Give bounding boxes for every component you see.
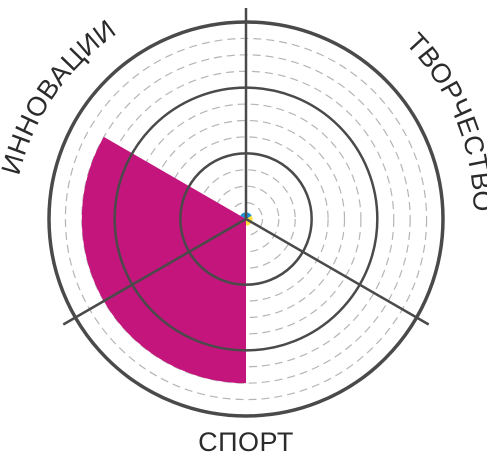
category-label-creativity-text: ТВОРЧЕСТВО — [401, 27, 487, 212]
dashed-ring — [212, 185, 280, 253]
dashed-ring — [163, 136, 329, 302]
category-axes — [62, 8, 430, 326]
dashed-ring — [228, 201, 264, 237]
sector-sport — [81, 136, 246, 384]
dashed-ring — [130, 103, 362, 335]
axis-right — [245, 217, 430, 326]
data-sectors — [81, 136, 253, 384]
axis-left — [62, 217, 247, 326]
dashed-ring — [146, 119, 346, 319]
category-label-creativity: ТВОРЧЕСТВО — [401, 27, 487, 212]
category-label-sport: СПОРТ — [198, 427, 294, 457]
dashed-ring — [196, 169, 296, 269]
